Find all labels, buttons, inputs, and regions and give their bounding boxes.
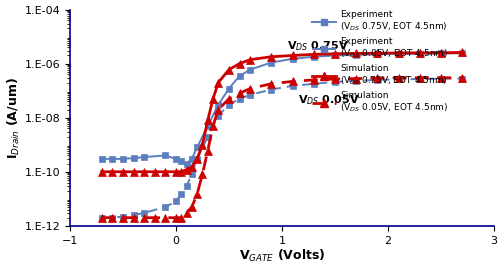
Y-axis label: I$_{Drain}$ (A/um): I$_{Drain}$ (A/um) [6,77,22,158]
Legend: Experiment
(V$_{DS}$ 0.75V, EOT 4.5nm), Experiment
(V$_{DS}$ 0.05V, EOT 4.5nm), : Experiment (V$_{DS}$ 0.75V, EOT 4.5nm), … [312,9,448,114]
Text: V$_{DS}$ 0.75V: V$_{DS}$ 0.75V [287,39,349,53]
Text: V$_{DS}$ 0.05V: V$_{DS}$ 0.05V [298,93,360,107]
X-axis label: V$_{GATE}$ (Volts): V$_{GATE}$ (Volts) [238,248,325,264]
